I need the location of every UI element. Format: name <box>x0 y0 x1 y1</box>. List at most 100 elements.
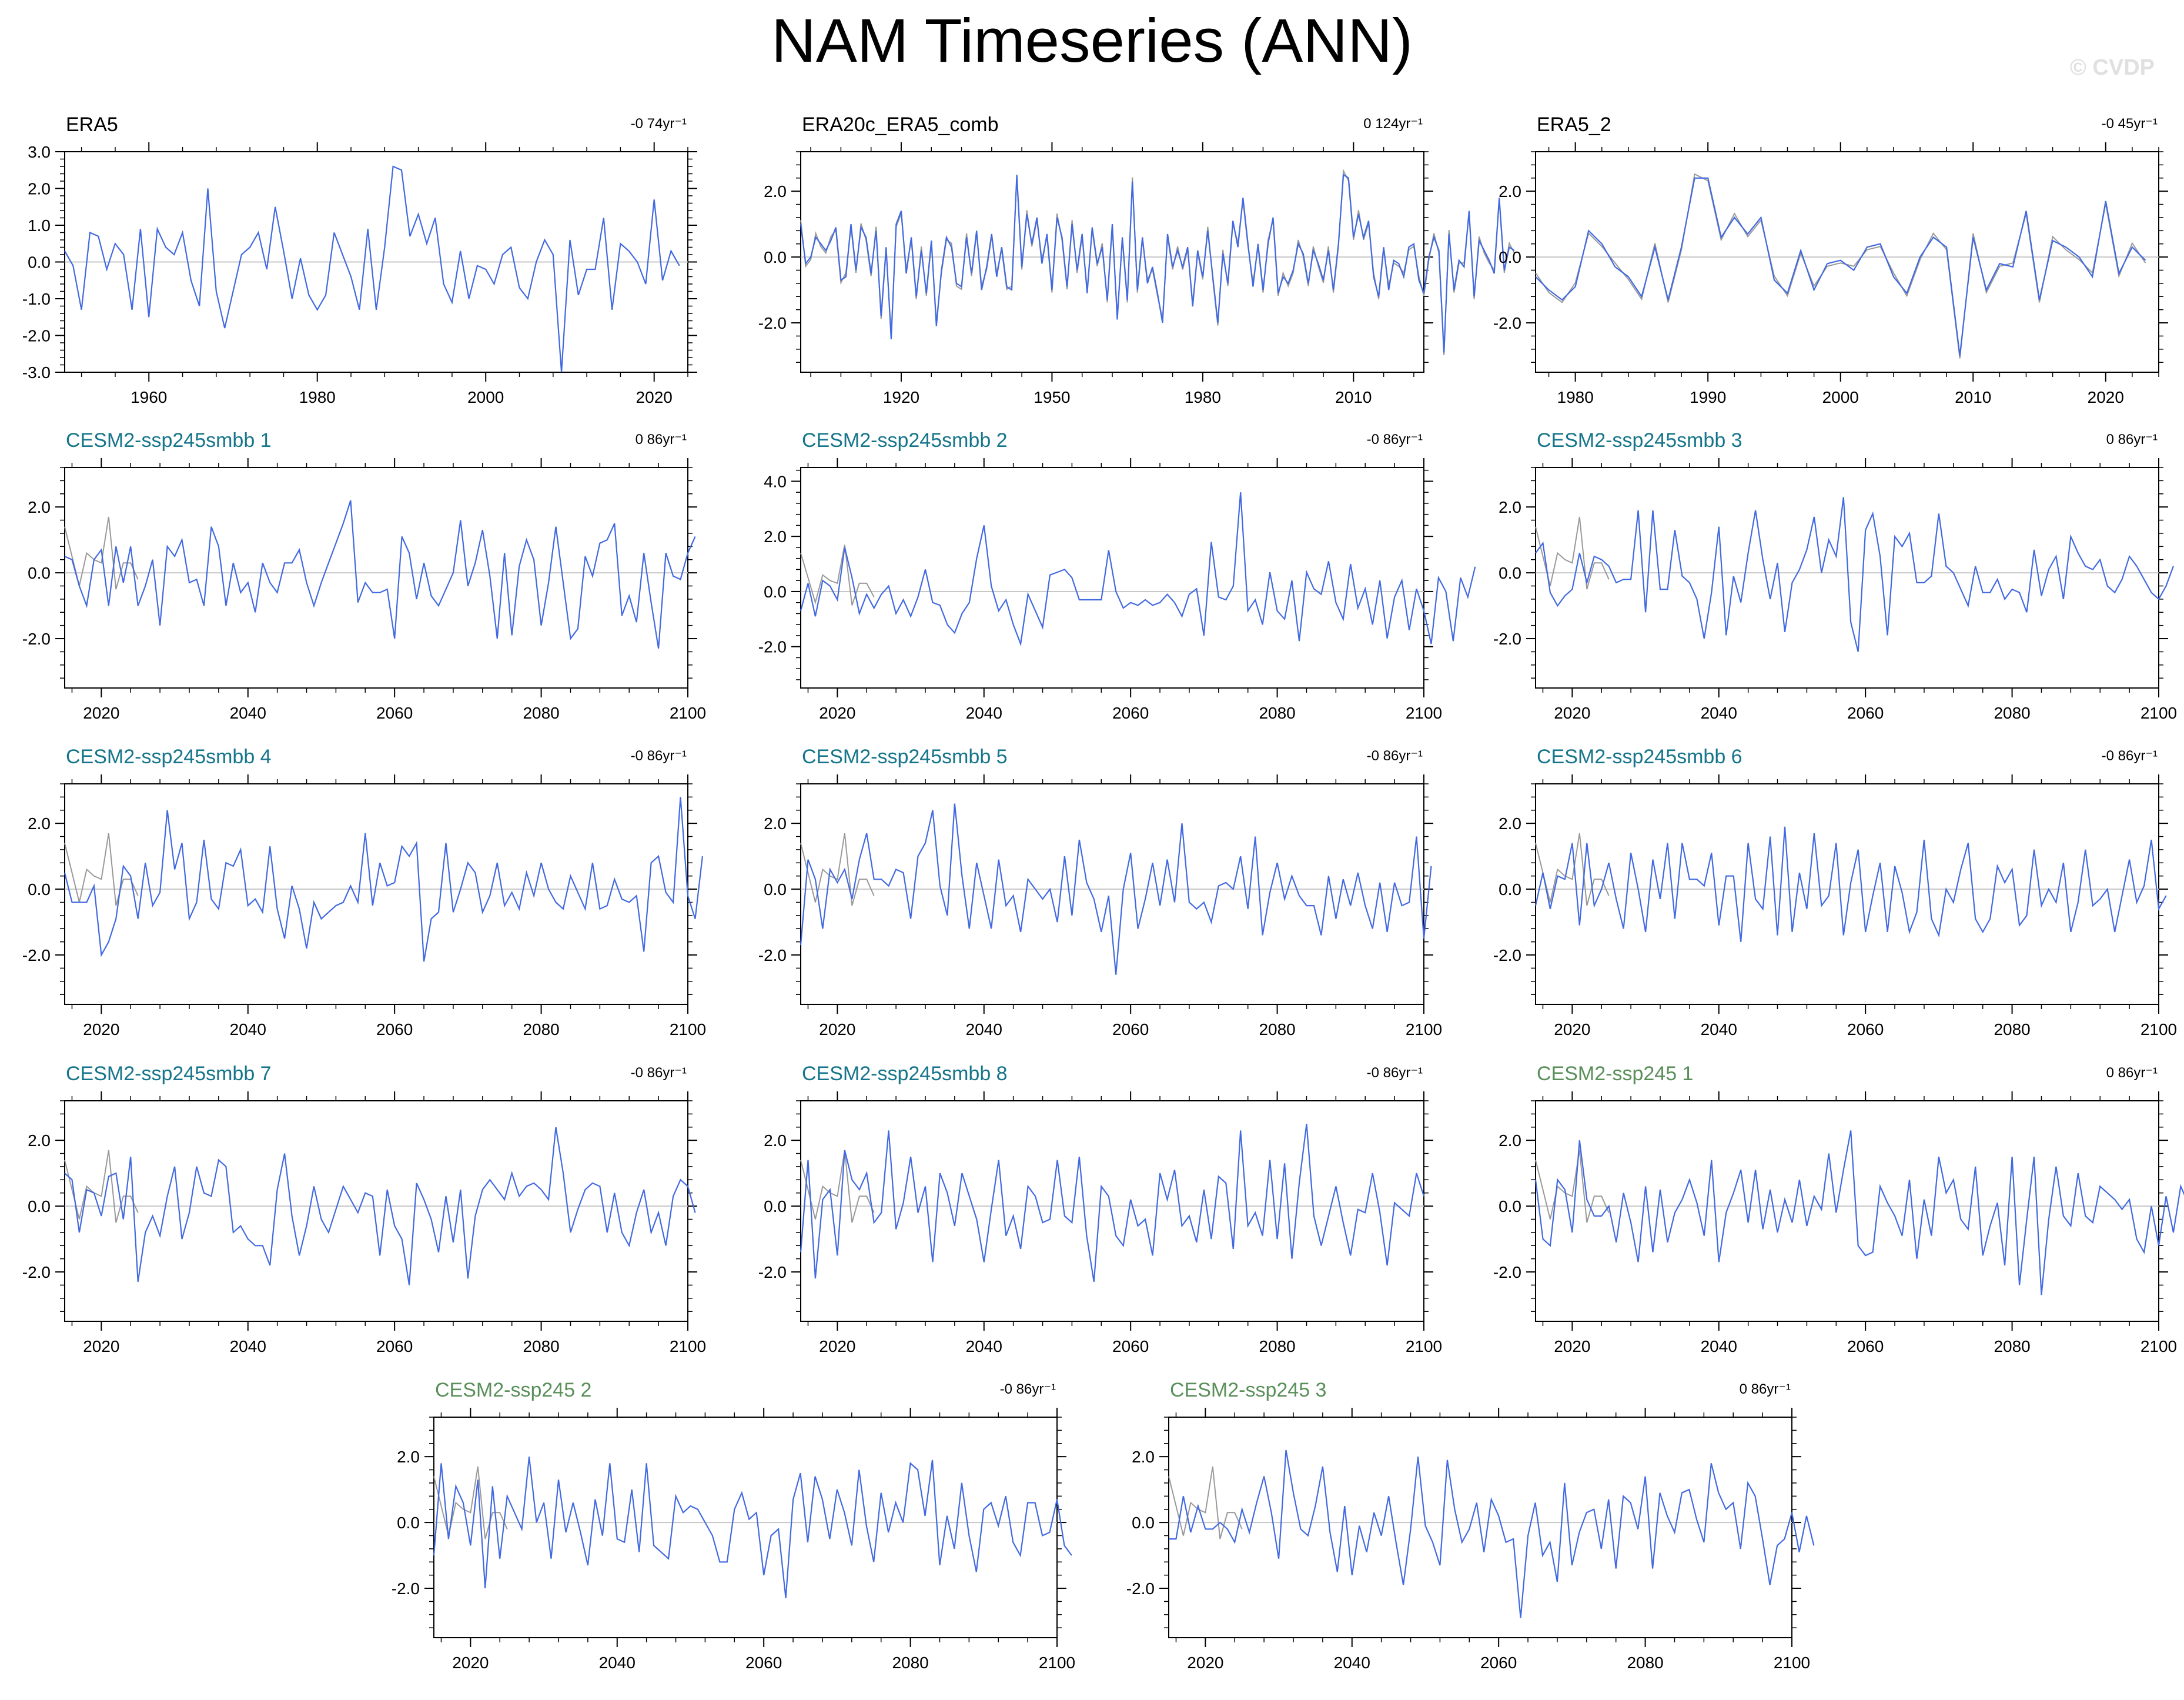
y-tick-label: 2.0 <box>1499 182 1521 201</box>
x-tick-label: 2060 <box>1847 1020 1884 1038</box>
x-tick-label: 2040 <box>599 1654 636 1672</box>
chart-panel-12: CESM2-ssp245 1 0 86yr⁻¹ -2.0 0.0 2.0 2020 2040… <box>1493 1063 2184 1355</box>
x-tick-label: 2060 <box>1847 1337 1884 1355</box>
y-tick-label: 2.0 <box>1499 1131 1521 1150</box>
x-tick-label: 2100 <box>2140 1020 2177 1038</box>
x-tick-label: 2060 <box>1112 704 1149 722</box>
y-tick-label: 2.0 <box>764 814 787 833</box>
y-tick-label: 0.0 <box>764 880 787 899</box>
panel-title: ERA5_2 <box>1537 113 1611 136</box>
x-tick-label: 2060 <box>1480 1654 1517 1672</box>
panel-title: CESM2-ssp245smbb 1 <box>66 429 272 452</box>
nam-series-line <box>63 797 703 962</box>
x-tick-label: 2060 <box>376 1337 413 1355</box>
nam-series-line <box>800 1124 1425 1282</box>
y-tick-label: -2.0 <box>758 314 787 332</box>
y-tick-label: -2.0 <box>758 638 787 656</box>
x-tick-label: 1960 <box>131 388 167 406</box>
y-tick-label: 2.0 <box>28 498 51 516</box>
x-tick-label: 2080 <box>523 1337 559 1355</box>
y-tick-label: -2.0 <box>1126 1579 1155 1598</box>
x-tick-label: 2020 <box>636 388 673 406</box>
plot-frame <box>64 1100 688 1322</box>
plot-frame <box>64 467 688 689</box>
y-tick-label: 0.0 <box>28 564 51 582</box>
nam-series-line <box>800 492 1476 647</box>
chart-panel-3: ERA5_2 -0 45yr⁻¹ -2.0 0.0 2.0 1980 1990 2000 201… <box>1493 113 2168 406</box>
panel-trend: -0 86yr⁻¹ <box>1367 432 1423 447</box>
panel-title: CESM2-ssp245smbb 3 <box>1537 429 1742 452</box>
chart-panel-8: CESM2-ssp245smbb 5 -0 86yr⁻¹ -2.0 0.0 2.0 202… <box>758 746 1442 1038</box>
obs-series-line <box>1535 516 1610 590</box>
y-tick-label: 2.0 <box>28 814 51 833</box>
panel-title: ERA20c_ERA5_comb <box>802 113 999 136</box>
x-tick-label: 2060 <box>1847 704 1884 722</box>
x-tick-label: 2020 <box>83 1337 119 1355</box>
x-tick-label: 2100 <box>1039 1654 1075 1672</box>
x-tick-label: 1990 <box>1690 388 1726 406</box>
y-tick-label: 2.0 <box>1499 498 1521 516</box>
panel-title: CESM2-ssp245 2 <box>435 1379 591 1401</box>
y-tick-label: -2.0 <box>22 630 51 648</box>
x-tick-label: 2080 <box>1994 1020 2030 1038</box>
chart-panel-5: CESM2-ssp245smbb 2 -0 86yr⁻¹ -2.0 0.0 2.0 4.0… <box>758 429 1476 722</box>
x-tick-label: 2080 <box>523 1020 559 1038</box>
x-tick-label: 2010 <box>1335 388 1372 406</box>
x-tick-label: 2100 <box>670 1337 706 1355</box>
x-tick-label: 2020 <box>1187 1654 1223 1672</box>
y-tick-label: 0.0 <box>1499 1197 1521 1215</box>
y-tick-label: 2.0 <box>28 180 51 198</box>
x-tick-label: 2080 <box>1259 1337 1295 1355</box>
x-tick-label: 2060 <box>376 1020 413 1038</box>
panel-title: CESM2-ssp245smbb 8 <box>802 1063 1008 1085</box>
y-tick-label: -2.0 <box>22 1263 51 1281</box>
chart-panel-14: CESM2-ssp245 3 0 86yr⁻¹ -2.0 0.0 2.0 2020 2040… <box>1126 1379 1815 1672</box>
x-tick-label: 2020 <box>1554 1337 1590 1355</box>
y-tick-label: 0.0 <box>28 880 51 899</box>
y-tick-label: -2.0 <box>758 1263 787 1281</box>
cvdp-watermark: © CVDP <box>2069 55 2155 80</box>
panel-title: CESM2-ssp245smbb 4 <box>66 746 272 768</box>
x-tick-label: 2020 <box>1554 1020 1590 1038</box>
y-tick-label: -1.0 <box>22 290 51 308</box>
plot-frame <box>1535 151 2159 373</box>
y-tick-label: 0.0 <box>1499 248 1521 266</box>
plot-frame <box>1535 1100 2159 1322</box>
y-tick-label: -2.0 <box>392 1579 420 1598</box>
y-tick-label: -2.0 <box>758 946 787 964</box>
x-tick-label: 2020 <box>1554 704 1590 722</box>
obs-series-line <box>1168 1466 1243 1539</box>
chart-panel-7: CESM2-ssp245smbb 4 -0 86yr⁻¹ -2.0 0.0 2.0 202… <box>22 746 706 1038</box>
plot-frame <box>433 1417 1058 1638</box>
panel-title: CESM2-ssp245smbb 2 <box>802 429 1008 452</box>
y-tick-label: -2.0 <box>22 946 51 964</box>
panel-trend: 0 86yr⁻¹ <box>636 432 687 447</box>
chart-panel-2: ERA20c_ERA5_comb 0 124yr⁻¹ -2.0 0.0 2.0 1920 1… <box>758 113 1515 406</box>
chart-panel-6: CESM2-ssp245smbb 3 0 86yr⁻¹ -2.0 0.0 2.0 2020… <box>1493 429 2177 722</box>
y-tick-label: 3.0 <box>28 143 51 161</box>
figure-title: NAM Timeseries (ANN) <box>771 6 1413 75</box>
obs-series-line <box>800 833 875 906</box>
y-tick-label: 0.0 <box>28 1197 51 1215</box>
y-tick-label: 0.0 <box>764 248 787 266</box>
nam-series-line <box>433 1457 1072 1598</box>
chart-panel-1: ERA5 -0 74yr⁻¹ -3.0 -2.0 -1.0 0.0 1.0 2.0 3.0 196… <box>22 113 697 406</box>
x-tick-label: 2060 <box>1112 1337 1149 1355</box>
x-tick-label: 2080 <box>1259 704 1295 722</box>
nam-series-line <box>1535 177 2146 356</box>
panel-trend: -0 86yr⁻¹ <box>1367 1065 1423 1081</box>
x-tick-label: 2100 <box>2140 1337 2177 1355</box>
panel-title: CESM2-ssp245 3 <box>1170 1379 1326 1401</box>
obs-series-line <box>1535 1150 1610 1223</box>
plot-frame <box>800 467 1424 689</box>
x-tick-label: 2080 <box>892 1654 928 1672</box>
panel-trend: 0 86yr⁻¹ <box>2106 432 2158 447</box>
plot-frame <box>800 1100 1424 1322</box>
x-tick-label: 2100 <box>670 1020 706 1038</box>
y-tick-label: -2.0 <box>1493 630 1521 648</box>
x-tick-label: 1980 <box>1185 388 1221 406</box>
plot-frame <box>64 783 688 1005</box>
chart-panel-4: CESM2-ssp245smbb 1 0 86yr⁻¹ -2.0 0.0 2.0 2020… <box>22 429 706 722</box>
y-tick-label: 2.0 <box>28 1131 51 1150</box>
